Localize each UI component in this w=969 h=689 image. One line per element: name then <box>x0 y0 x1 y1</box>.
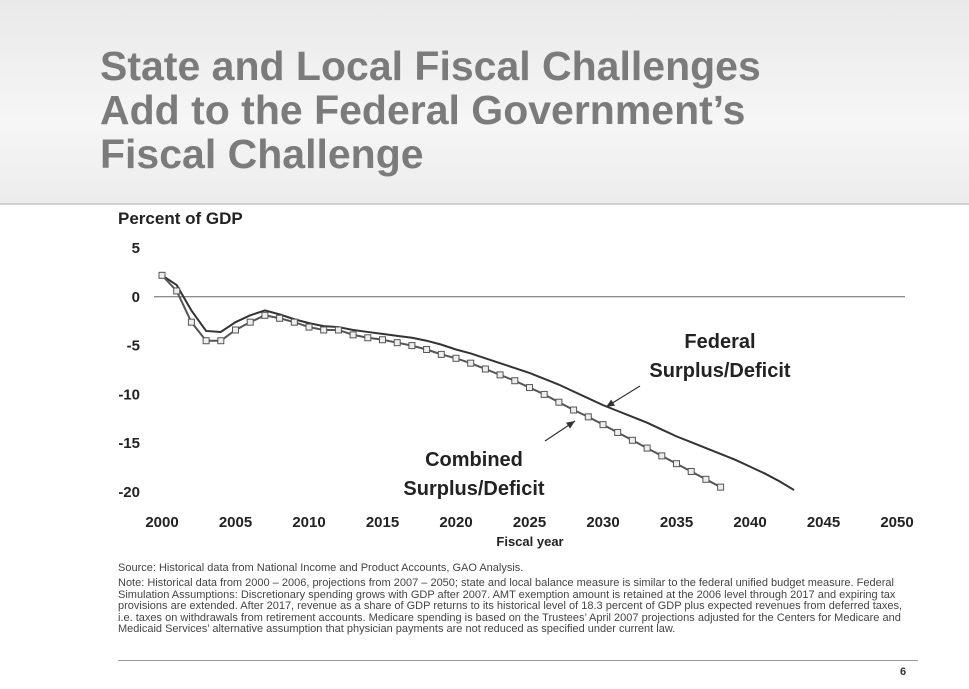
y-axis-label: Percent of GDP <box>118 209 243 228</box>
point-marker <box>467 359 475 367</box>
title-line: State and Local Fiscal Challenges <box>100 43 761 89</box>
point-marker <box>643 444 651 452</box>
point-marker <box>408 342 416 350</box>
point-marker <box>334 326 342 334</box>
point-marker <box>658 452 666 460</box>
y-tick-label: -10 <box>118 386 140 403</box>
title-line: Add to the Federal Government’s <box>100 87 746 133</box>
y-tick-label: -20 <box>118 484 140 501</box>
point-marker <box>349 331 357 339</box>
x-tick-label: 2020 <box>439 514 472 531</box>
chart: Percent of GDP Fiscal year Federal Surpl… <box>118 209 914 549</box>
point-marker <box>673 460 680 468</box>
point-marker <box>702 475 710 483</box>
x-tick-label: 2010 <box>292 514 325 531</box>
arrow <box>605 385 641 408</box>
point-marker <box>687 468 695 476</box>
point-marker <box>717 483 725 491</box>
point-marker <box>570 406 578 414</box>
point-marker <box>614 428 622 436</box>
x-tick-label: 2005 <box>219 514 252 531</box>
point-marker <box>584 413 592 421</box>
x-tick-label: 2040 <box>733 514 766 531</box>
point-marker <box>217 337 225 345</box>
header: State and Local Fiscal Challenges Add to… <box>0 0 969 205</box>
annotation: Federal <box>684 331 755 353</box>
arrow <box>544 420 576 442</box>
point-marker <box>379 336 386 344</box>
series-line <box>161 274 795 491</box>
point-marker <box>452 354 460 362</box>
point-marker <box>540 390 548 398</box>
annotation: Surplus/Deficit <box>649 360 790 382</box>
point-marker <box>158 271 166 279</box>
x-tick-label: 2030 <box>586 514 619 531</box>
annotation: Surplus/Deficit <box>403 478 544 500</box>
slide-title: State and Local Fiscal Challenges Add to… <box>100 44 761 176</box>
x-tick-label: 2050 <box>880 514 913 531</box>
point-marker <box>437 350 445 358</box>
point-marker <box>555 398 563 406</box>
point-marker <box>202 337 210 345</box>
note: Note: Historical data from 2000 – 2006, … <box>118 577 903 636</box>
y-tick-label: 0 <box>132 289 140 306</box>
x-tick-label: 2045 <box>807 514 840 531</box>
point-marker <box>173 287 181 295</box>
title-line: Fiscal Challenge <box>100 131 424 177</box>
point-marker <box>187 318 195 326</box>
point-marker <box>261 311 269 319</box>
point-marker <box>393 339 401 347</box>
point-marker <box>628 436 636 444</box>
x-axis-label: Fiscal year <box>496 534 563 549</box>
point-marker <box>423 346 431 354</box>
annotation: Combined <box>425 449 523 471</box>
point-marker <box>305 323 313 331</box>
point-marker <box>246 318 254 326</box>
point-marker <box>526 384 533 392</box>
y-tick-label: 5 <box>132 240 140 257</box>
point-marker <box>481 365 489 373</box>
y-tick-label: -15 <box>118 435 140 452</box>
point-marker <box>320 326 328 334</box>
point-marker <box>232 326 239 334</box>
divider <box>118 660 918 661</box>
source: Source: Historical data from National In… <box>118 562 524 574</box>
point-marker <box>496 371 504 379</box>
point-marker <box>276 314 284 322</box>
point-marker <box>599 421 607 429</box>
x-tick-label: 2015 <box>366 514 399 531</box>
x-tick-label: 2035 <box>660 514 693 531</box>
y-tick-label: -5 <box>127 338 140 355</box>
point-marker <box>364 334 372 342</box>
x-tick-label: 2000 <box>145 514 178 531</box>
point-marker <box>290 318 298 326</box>
x-tick-label: 2025 <box>513 514 546 531</box>
page-number: 6 <box>900 666 907 678</box>
point-marker <box>511 377 519 385</box>
